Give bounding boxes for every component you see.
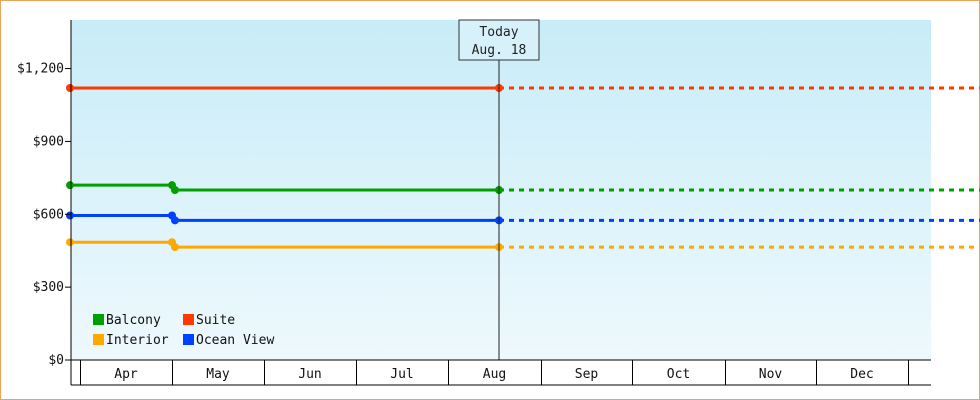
legend-label-interior: Interior: [106, 333, 169, 348]
legend-swatch-balcony: [93, 314, 104, 325]
legend-swatch-interior: [93, 334, 104, 345]
today-date-label: Aug. 18: [472, 43, 527, 58]
x-tick-label: Sep: [575, 367, 599, 382]
y-tick-label: $900: [33, 134, 64, 149]
y-tick-label: $1,200: [17, 62, 64, 77]
today-label: Today: [479, 25, 518, 40]
x-tick-label: Aug: [483, 367, 506, 382]
legend-swatch-suite: [183, 314, 194, 325]
y-tick-label: $0: [48, 353, 64, 368]
data-point-balcony: [66, 181, 74, 190]
today-box: [458, 19, 540, 61]
legend-label-ocean-view: Ocean View: [196, 333, 274, 348]
data-point-ocean-view: [66, 211, 74, 220]
data-point-interior: [170, 243, 179, 252]
legend-label-balcony: Balcony: [106, 313, 161, 328]
data-point-suite: [66, 84, 74, 92]
x-tick-label: May: [206, 367, 230, 382]
x-tick-label: Oct: [667, 367, 690, 382]
legend-label-suite: Suite: [196, 313, 235, 328]
data-point-balcony: [170, 186, 179, 194]
data-point-ocean-view: [170, 216, 179, 225]
legend: Balcony Suite Interior Ocean View: [93, 313, 274, 348]
series-layer: [66, 84, 980, 252]
axes-layer: $0 $300 $600 $900 $1,200 Apr May Jun Jul Aug Sep Oc…: [17, 20, 931, 386]
x-tick-label: Jun: [298, 367, 321, 382]
legend-swatch-ocean-view: [183, 334, 194, 345]
today-marker: Today Aug. 18: [458, 19, 540, 360]
y-tick-label: $600: [33, 207, 64, 222]
x-tick-label: Dec: [850, 367, 873, 382]
x-tick-label: Apr: [114, 367, 138, 382]
y-tick-label: $300: [33, 280, 64, 295]
x-tick-label: Jul: [390, 367, 413, 382]
data-point-interior: [66, 238, 74, 247]
x-tick-label: Nov: [759, 367, 783, 382]
